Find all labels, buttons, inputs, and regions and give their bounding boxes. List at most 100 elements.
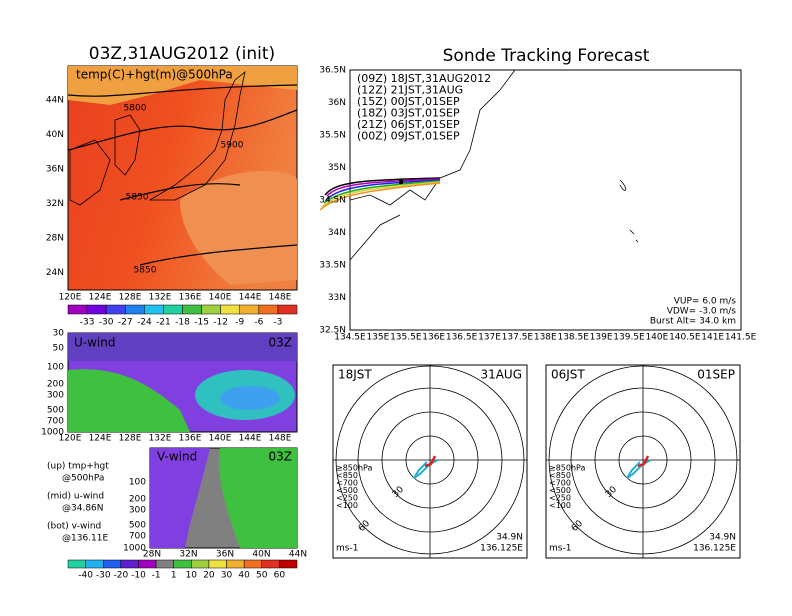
colorbar-box	[226, 559, 245, 569]
coastline	[69, 70, 246, 206]
colorbar-label: -21	[156, 318, 171, 328]
colorbar-label: -20	[113, 571, 128, 581]
lon-label: 140E	[645, 333, 668, 343]
colorbar-label: 60	[274, 571, 286, 581]
level-label: 100	[129, 478, 146, 488]
colorbar-label: -12	[213, 318, 228, 328]
hodo-legend: <850	[549, 471, 571, 480]
colorbar-box	[208, 559, 227, 569]
lon-label: 137E	[478, 333, 501, 343]
lat-label: 33N	[328, 293, 346, 303]
title: 03Z,31AUG2012 (init)	[89, 44, 275, 64]
colorbar-label: 1	[171, 571, 177, 581]
hodo-legend: <100	[549, 501, 571, 510]
hodo-legend: <700	[549, 479, 571, 488]
colorbar-box	[85, 559, 104, 569]
info: Burst Alt= 34.0 km	[650, 317, 736, 327]
colorbar-box	[191, 559, 210, 569]
colorbar-box	[125, 304, 145, 315]
colorbar-label: -6	[254, 318, 263, 328]
note: @34.86N	[62, 504, 104, 514]
lon-label: 141.5E	[725, 333, 757, 343]
colorbar-box	[86, 304, 107, 315]
legend-entry: (12Z) 21JST,31AUG	[357, 84, 463, 97]
colorbar-box	[261, 559, 280, 569]
lat: 34.9N	[496, 533, 523, 543]
colorbar-label: 50	[256, 571, 268, 581]
lon-label: 124E	[89, 434, 112, 444]
note: @500hPa	[62, 474, 104, 484]
lon-label: 140E	[209, 293, 232, 303]
lon-label: 148E	[269, 434, 292, 444]
title: Sonde Tracking Forecast	[443, 46, 650, 66]
lat-label: 33.5N	[319, 261, 346, 271]
lon-label: 136.5E	[446, 333, 478, 343]
level-label: 50	[53, 344, 65, 354]
colorbar-label: -9	[235, 318, 244, 328]
lon: 136.125E	[480, 544, 523, 554]
lon-label: 144E	[239, 434, 262, 444]
legend-entry: (00Z) 09JST,01SEP	[357, 130, 460, 143]
level-label: 700	[129, 532, 146, 542]
colorbar-box	[138, 559, 157, 569]
unit: ms-1	[336, 544, 358, 554]
level-label: 500	[129, 521, 146, 531]
level-label: 500	[47, 406, 64, 416]
lon-label: 120E	[59, 293, 82, 303]
lon-label: 136E	[179, 293, 202, 303]
panel-time: 03Z	[269, 336, 293, 350]
info: VDW= -3.0 m/s	[667, 307, 737, 317]
lon-label: 138E	[534, 333, 557, 343]
contour-label: 5850	[126, 193, 149, 203]
info: VUP= 6.0 m/s	[674, 297, 737, 307]
colorbar-label: -18	[175, 318, 190, 328]
legend-entry: (15Z) 00JST,01SEP	[357, 95, 460, 108]
colorbar-box	[258, 304, 279, 315]
colorbar-box	[182, 304, 202, 315]
hodo-legend: <250	[336, 494, 358, 503]
lon-label: 139.5E	[613, 333, 645, 343]
colorbar-label: 30	[221, 571, 233, 581]
lon-label: 132E	[149, 293, 172, 303]
level-label: 30	[53, 329, 65, 339]
hodo-time: 06JST	[551, 368, 585, 382]
colorbar-box	[163, 304, 183, 315]
lat-label: 44N	[46, 96, 64, 106]
lon-label: 135E	[366, 333, 389, 343]
level-label: 1000	[123, 544, 146, 554]
hodo-legend: <250	[549, 494, 571, 503]
colorbar-label: 40	[238, 571, 250, 581]
hodo-legend: <850	[336, 471, 358, 480]
note: (mid) u-wind	[47, 492, 104, 502]
colorbar-label: -3	[273, 318, 282, 328]
unit: ms-1	[549, 544, 571, 554]
lon-label: 148E	[269, 293, 292, 303]
launch-site	[399, 180, 403, 184]
hodograph-trace	[424, 455, 437, 468]
colorbar-box	[120, 559, 139, 569]
lat-label: 40N	[252, 550, 270, 560]
colorbar-box	[279, 559, 298, 569]
lon-label: 139E	[590, 333, 613, 343]
u-jet-core	[220, 386, 280, 410]
colorbar-box	[277, 304, 298, 315]
colorbar-box	[67, 559, 86, 569]
colorbar-label: -40	[78, 571, 93, 581]
lon-label: 144E	[239, 293, 262, 303]
lat-label: 35.5N	[319, 131, 346, 141]
lat-label: 32N	[179, 550, 197, 560]
colorbar-box	[105, 304, 126, 315]
lat-label: 35N	[328, 163, 346, 173]
lon-label: 136E	[179, 434, 202, 444]
legend-entry: (18Z) 03JST,01SEP	[357, 107, 460, 120]
hodo-legend: ≥850hPa	[549, 464, 586, 473]
lon-label: 120E	[59, 434, 82, 444]
colorbar-label: -30	[96, 571, 111, 581]
note: (bot) v-wind	[47, 522, 101, 532]
lon-label: 138.5E	[557, 333, 589, 343]
lat-label: 40N	[46, 130, 64, 140]
hodo-legend: <500	[336, 486, 358, 495]
warm-region	[180, 171, 297, 285]
panel-label: V-wind	[157, 450, 197, 464]
lon-label: 134.5E	[334, 333, 366, 343]
